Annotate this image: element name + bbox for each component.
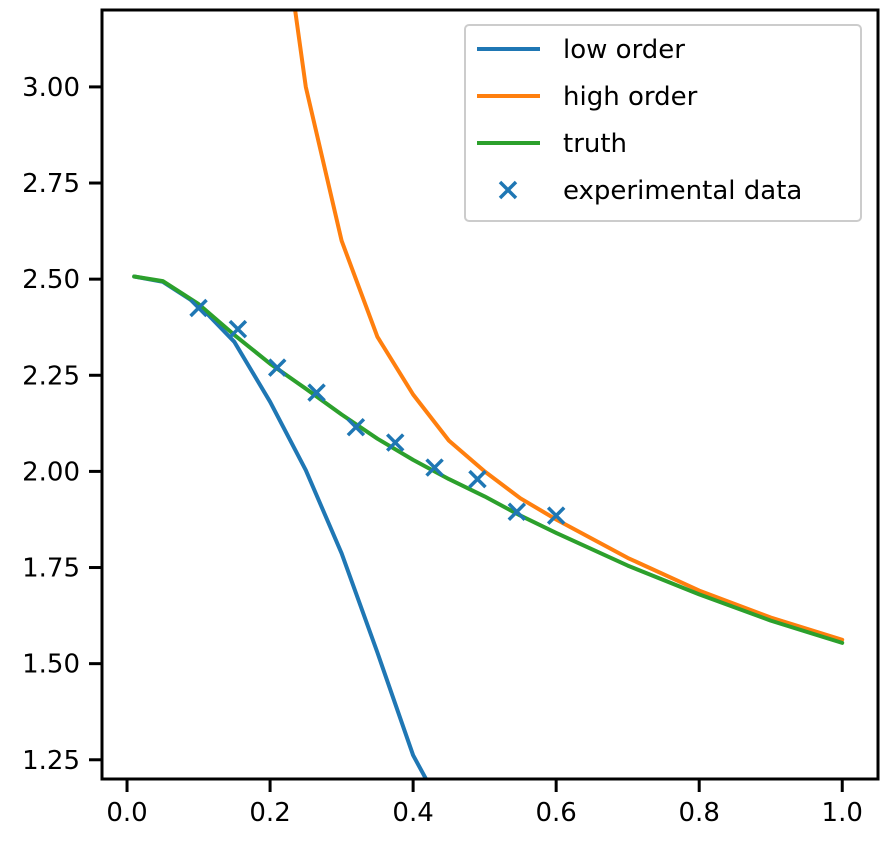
legend-item-experimental-data: experimental data: [498, 176, 802, 206]
plot-frame: [100, 8, 880, 781]
x-tick-label: 1.0: [822, 798, 863, 828]
data-point: [307, 383, 326, 402]
y-tick-label: 3.00: [22, 73, 80, 103]
legend-swatch: [498, 180, 518, 200]
data-point: [468, 469, 487, 489]
legend-box: [464, 24, 862, 222]
series-points-experimental-data: [189, 298, 566, 525]
data-point: [507, 502, 527, 522]
x-tick-label: 0.4: [392, 798, 433, 828]
data-point: [346, 417, 366, 437]
y-tick-label: 2.75: [22, 169, 80, 199]
y-tick-label: 1.75: [22, 554, 80, 584]
legend-item-low-order: low order: [477, 35, 685, 65]
data-point: [267, 358, 287, 377]
plot-area: [132, 10, 845, 779]
data-point: [189, 298, 208, 318]
y-tick-label: 1.25: [22, 746, 80, 776]
data-point: [385, 433, 405, 452]
legend-label: experimental data: [563, 176, 802, 206]
series-line-low-order: [132, 274, 428, 779]
y-tick-label: 2.50: [22, 265, 80, 295]
y-axis: 1.25 1.50 1.75 2.00 2.25 2.50 2.75 3.00: [22, 73, 102, 776]
data-point: [425, 458, 444, 477]
y-tick-label: 1.50: [22, 650, 80, 680]
x-tick-label: 0.8: [679, 798, 720, 828]
legend-label: truth: [563, 129, 627, 159]
data-point: [546, 506, 566, 525]
y-tick-label: 2.00: [22, 457, 80, 487]
y-tick-label: 2.25: [22, 361, 80, 391]
x-tick-label: 0.0: [106, 798, 147, 828]
x-axis: 0.0 0.2 0.4 0.6 0.8 1.0: [106, 779, 863, 828]
data-point: [228, 319, 248, 339]
legend-item-truth: truth: [477, 129, 627, 159]
legend-item-high-order: high order: [477, 82, 698, 112]
legend-label: high order: [563, 82, 698, 112]
x-tick-label: 0.6: [535, 798, 576, 828]
legend-label: low order: [563, 35, 685, 65]
x-tick-label: 0.2: [249, 798, 290, 828]
series-line-truth: [132, 274, 845, 645]
legend: low order high order truth experimental dat…: [464, 24, 862, 222]
